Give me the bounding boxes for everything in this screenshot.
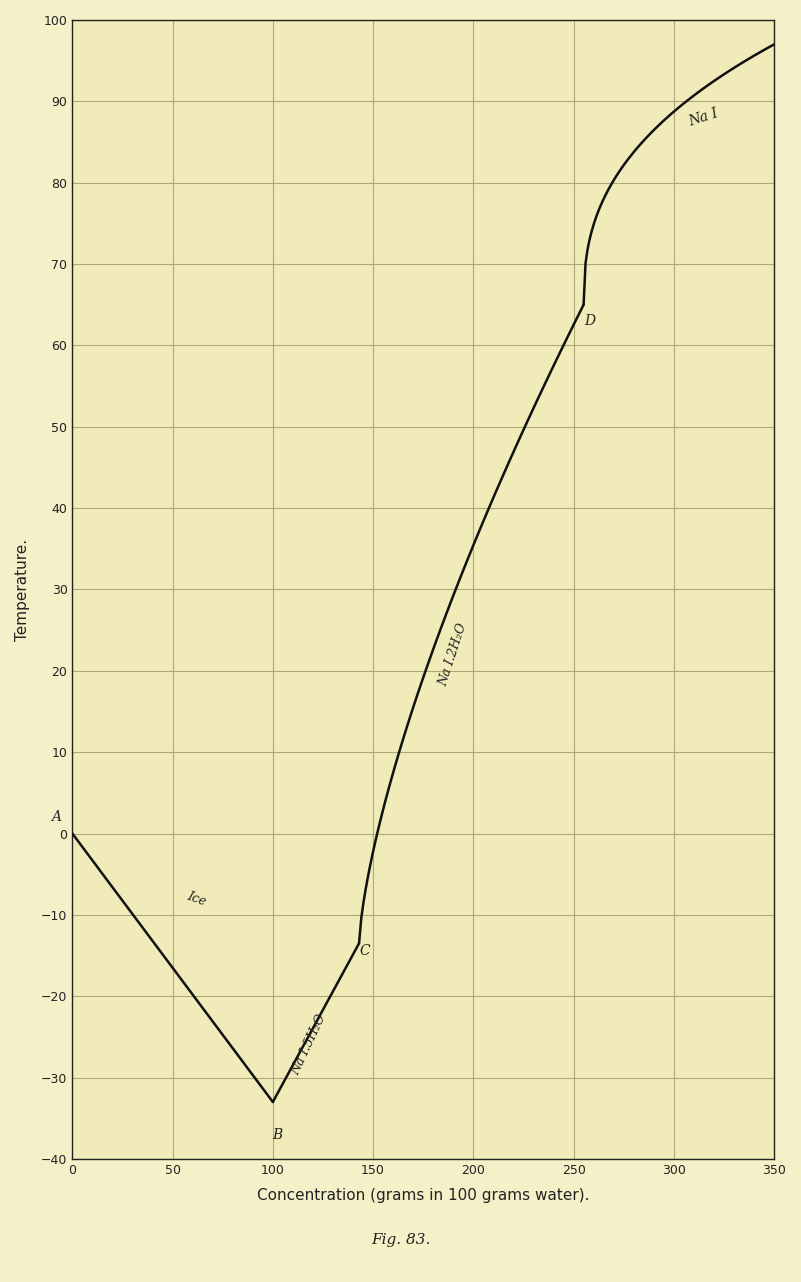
Text: A: A [51,810,62,824]
Text: Fig. 83.: Fig. 83. [371,1232,430,1246]
Text: Na I.5H₂O: Na I.5H₂O [289,1013,328,1077]
Y-axis label: Temperature.: Temperature. [15,538,30,641]
Text: Na I.2H₂O: Na I.2H₂O [437,622,469,687]
Text: Ice: Ice [185,890,208,908]
Text: Na I: Na I [687,106,720,129]
Text: C: C [360,945,370,959]
Text: B: B [272,1128,282,1141]
X-axis label: Concentration (grams in 100 grams water).: Concentration (grams in 100 grams water)… [257,1188,590,1203]
Text: D: D [584,314,595,328]
